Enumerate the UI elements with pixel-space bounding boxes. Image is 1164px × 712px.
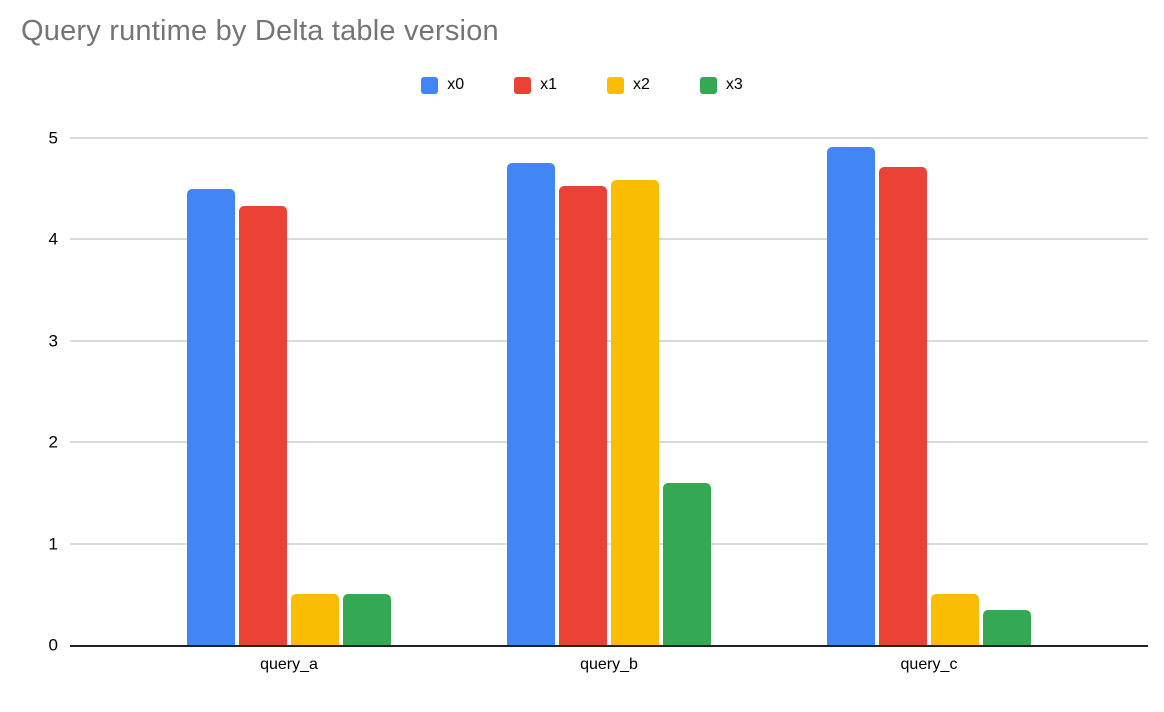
y-tick-label-1: 1 <box>48 534 58 554</box>
legend: x0 x1 x2 x3 <box>0 75 1164 95</box>
bar-x2-query_a <box>291 594 339 645</box>
legend-label-x3: x3 <box>725 76 743 93</box>
y-tick-label-0: 0 <box>48 635 58 655</box>
y-tick-label-3: 3 <box>48 331 58 351</box>
bar-x1-query_b <box>559 185 607 645</box>
y-tick-label-5: 5 <box>48 128 58 148</box>
bar-x2-query_c <box>931 594 979 645</box>
legend-item-x1: x1 <box>514 76 557 94</box>
legend-label-x0: x0 <box>447 76 465 93</box>
legend-swatch-x1 <box>514 76 532 94</box>
legend-label-x2: x2 <box>633 76 650 93</box>
bar-x1-query_c <box>879 167 927 645</box>
y-tick-label-4: 4 <box>48 229 58 249</box>
x-axis-label-query_b: query_b <box>580 656 638 673</box>
x-axis: query_a query_b query_c <box>70 656 1148 674</box>
bar-group-query_b <box>507 138 711 645</box>
bar-x3-query_a <box>343 594 391 645</box>
gridline-3 <box>70 339 1148 342</box>
x-axis-label-query_a: query_a <box>260 656 318 673</box>
legend-swatch-x2 <box>607 76 624 94</box>
bar-x3-query_c <box>983 609 1031 645</box>
y-axis: 0 1 2 3 4 5 <box>0 130 58 654</box>
bar-groups <box>70 138 1148 645</box>
gridline-5 <box>70 137 1148 139</box>
legend-swatch-x0 <box>421 76 439 94</box>
legend-item-x0: x0 <box>421 76 464 94</box>
legend-swatch-x3 <box>699 76 717 94</box>
bar-x1-query_a <box>239 205 287 645</box>
plot-wrap: 0 1 2 3 4 5 <box>0 130 1148 654</box>
bar-x2-query_b <box>611 179 659 645</box>
legend-label-x1: x1 <box>540 76 557 93</box>
plot-area <box>70 137 1148 647</box>
bar-x0-query_a <box>187 188 235 645</box>
x-axis-label-query_c: query_c <box>900 656 958 673</box>
gridline-2 <box>70 441 1148 444</box>
bar-x0-query_b <box>507 163 555 645</box>
legend-item-x2: x2 <box>607 76 650 94</box>
bar-x3-query_b <box>663 482 711 645</box>
chart-title: Query runtime by Delta table version <box>21 15 499 47</box>
legend-item-x3: x3 <box>699 76 743 94</box>
gridline-1 <box>70 542 1148 545</box>
bar-x0-query_c <box>827 147 875 645</box>
gridline-4 <box>70 238 1148 241</box>
y-tick-label-2: 2 <box>48 432 58 452</box>
bar-group-query_c <box>827 138 1031 645</box>
bar-group-query_a <box>187 138 391 645</box>
